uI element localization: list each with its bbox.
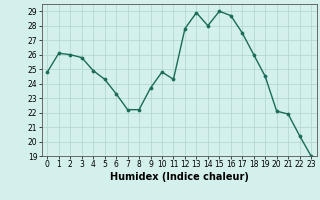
X-axis label: Humidex (Indice chaleur): Humidex (Indice chaleur)	[110, 172, 249, 182]
